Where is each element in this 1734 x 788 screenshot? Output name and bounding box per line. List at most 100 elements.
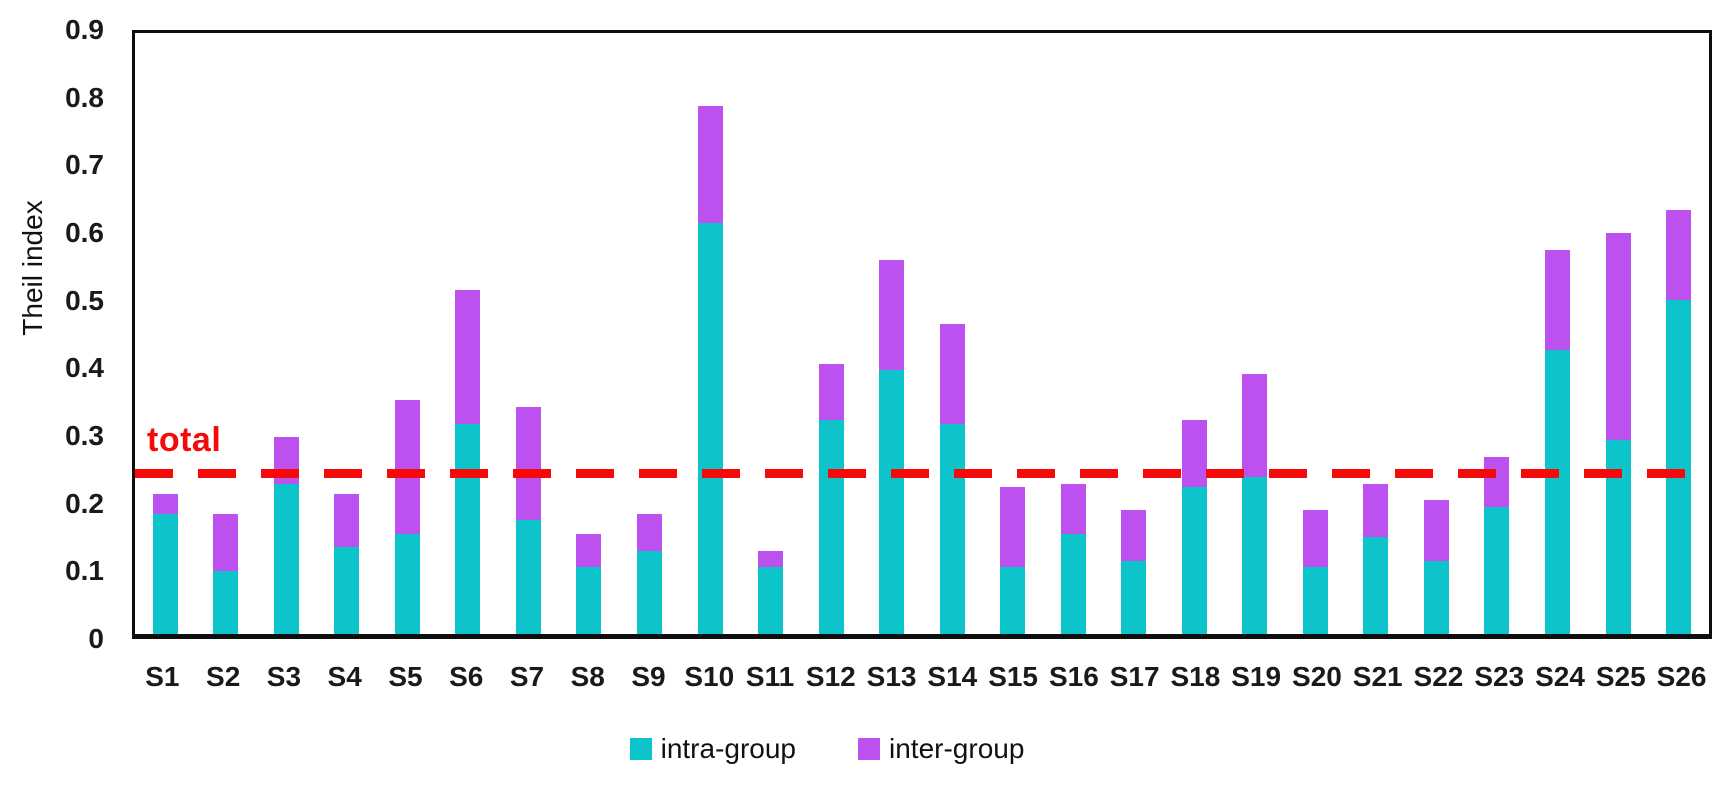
stacked-bar-s22 <box>1423 500 1449 634</box>
stacked-bar-s21 <box>1363 483 1389 634</box>
x-tick-label-s25: S25 <box>1595 661 1646 692</box>
intra-group-segment <box>1000 567 1026 634</box>
x-tick-label-s26: S26 <box>1656 661 1707 692</box>
intra-group-segment <box>1060 533 1086 634</box>
inter-group-segment <box>1666 209 1692 301</box>
x-tick-label-s13: S13 <box>866 661 917 692</box>
x-tick-label-s15: S15 <box>988 661 1039 692</box>
inter-group-segment <box>1302 510 1328 568</box>
inter-group-segment <box>152 493 178 514</box>
x-tick-label-s20: S20 <box>1292 661 1342 692</box>
stacked-bar-s9 <box>637 513 663 634</box>
intra-group-segment <box>576 567 602 634</box>
inter-group-segment <box>1000 487 1026 568</box>
inter-group-segment <box>1060 483 1086 534</box>
inter-group-segment <box>1121 510 1147 561</box>
stacked-bar-s1 <box>152 493 178 634</box>
intra-group-segment <box>1121 560 1147 634</box>
inter-group-segment <box>758 550 784 568</box>
intra-group-swatch-icon <box>629 738 652 760</box>
x-tick-label-s23: S23 <box>1474 661 1525 692</box>
y-tick-label: 0.9 <box>65 14 104 45</box>
intra-group-segment <box>758 567 784 634</box>
intra-group-segment <box>273 483 299 634</box>
inter-group-segment <box>1423 500 1449 561</box>
stacked-bar-s8 <box>576 533 602 634</box>
x-tick-label-s4: S4 <box>327 661 362 692</box>
stacked-bar-s7 <box>515 406 541 634</box>
intra-group-segment <box>818 420 844 634</box>
stacked-bar-s25 <box>1605 233 1631 634</box>
intra-group-segment <box>334 547 360 634</box>
intra-group-segment <box>879 370 905 634</box>
intra-group-segment <box>1484 507 1510 634</box>
legend-item-intra-group: intra-group <box>629 733 796 765</box>
y-tick-label: 0.7 <box>65 149 104 181</box>
stacked-bar-s13 <box>879 260 905 634</box>
x-tick-label-s17: S17 <box>1109 661 1160 692</box>
y-tick-label: 0.8 <box>65 81 104 113</box>
stacked-bar-s23 <box>1484 457 1510 634</box>
x-tick-label-s18: S18 <box>1170 661 1221 692</box>
stacked-bar-s24 <box>1544 250 1570 634</box>
intra-group-segment <box>939 423 965 634</box>
legend: intra-group inter-group <box>0 733 1734 765</box>
legend-label: inter-group <box>889 733 1025 764</box>
y-tick-label: 0 <box>88 623 104 654</box>
inter-group-segment <box>515 406 541 521</box>
inter-group-segment <box>818 363 844 421</box>
stacked-bar-s26 <box>1666 209 1692 634</box>
x-tick-label-s14: S14 <box>927 661 978 692</box>
stacked-bar-s11 <box>758 550 784 634</box>
intra-group-segment <box>1181 487 1207 634</box>
stacked-bar-s18 <box>1181 420 1207 634</box>
total-line-label: total <box>147 421 222 459</box>
intra-group-segment <box>152 513 178 634</box>
inter-group-segment <box>637 513 663 551</box>
inter-group-segment <box>939 323 965 424</box>
intra-group-segment <box>1302 567 1328 634</box>
inter-group-segment <box>576 533 602 568</box>
intra-group-segment <box>637 550 663 634</box>
y-tick-label: 0.1 <box>65 555 104 587</box>
x-tick-label-s9: S9 <box>631 661 666 692</box>
stacked-bar-s6 <box>455 290 481 634</box>
inter-group-segment <box>213 513 239 571</box>
inter-group-segment <box>455 290 481 424</box>
stacked-bar-s4 <box>334 493 360 634</box>
y-tick-label: 0.2 <box>65 487 104 519</box>
x-tick-label-s6: S6 <box>449 661 484 692</box>
legend-item-inter-group: inter-group <box>858 733 1024 765</box>
intra-group-segment <box>697 223 723 634</box>
x-tick-label-s11: S11 <box>745 661 795 692</box>
intra-group-segment <box>1544 350 1570 634</box>
x-tick-label-s8: S8 <box>570 661 605 692</box>
intra-group-segment <box>1666 300 1692 634</box>
x-tick-label-s10: S10 <box>684 661 735 692</box>
intra-group-segment <box>455 423 481 634</box>
x-axis-tick-labels: S1 S2 S3 S4 S5 S6 S7 S8 S9 S10 S11 S12 S13 S14 S15 S16 S… <box>132 660 1712 694</box>
stacked-bar-s5 <box>394 400 420 634</box>
x-tick-label-s7: S7 <box>509 661 545 692</box>
inter-group-segment <box>1605 233 1631 441</box>
inter-group-segment <box>394 400 420 534</box>
x-tick-label-s2: S2 <box>206 661 241 692</box>
intra-group-segment <box>1363 537 1389 634</box>
y-tick-label: 0.4 <box>65 352 104 384</box>
legend-label: intra-group <box>660 733 796 764</box>
intra-group-segment <box>394 533 420 634</box>
stacked-bar-s3 <box>273 437 299 634</box>
bar-series-container <box>135 33 1709 634</box>
stacked-bar-s14 <box>939 323 965 634</box>
inter-group-segment <box>334 493 360 548</box>
stacked-bar-s19 <box>1242 373 1268 634</box>
x-tick-label-s5: S5 <box>388 661 423 692</box>
inter-group-segment <box>1484 457 1510 508</box>
x-tick-label-s16: S16 <box>1048 661 1099 692</box>
total-reference-line <box>135 468 1709 478</box>
intra-group-segment <box>1423 560 1449 634</box>
intra-group-segment <box>213 570 239 634</box>
stacked-bar-s10 <box>697 106 723 634</box>
inter-group-segment <box>879 260 905 371</box>
stacked-bar-s20 <box>1302 510 1328 634</box>
